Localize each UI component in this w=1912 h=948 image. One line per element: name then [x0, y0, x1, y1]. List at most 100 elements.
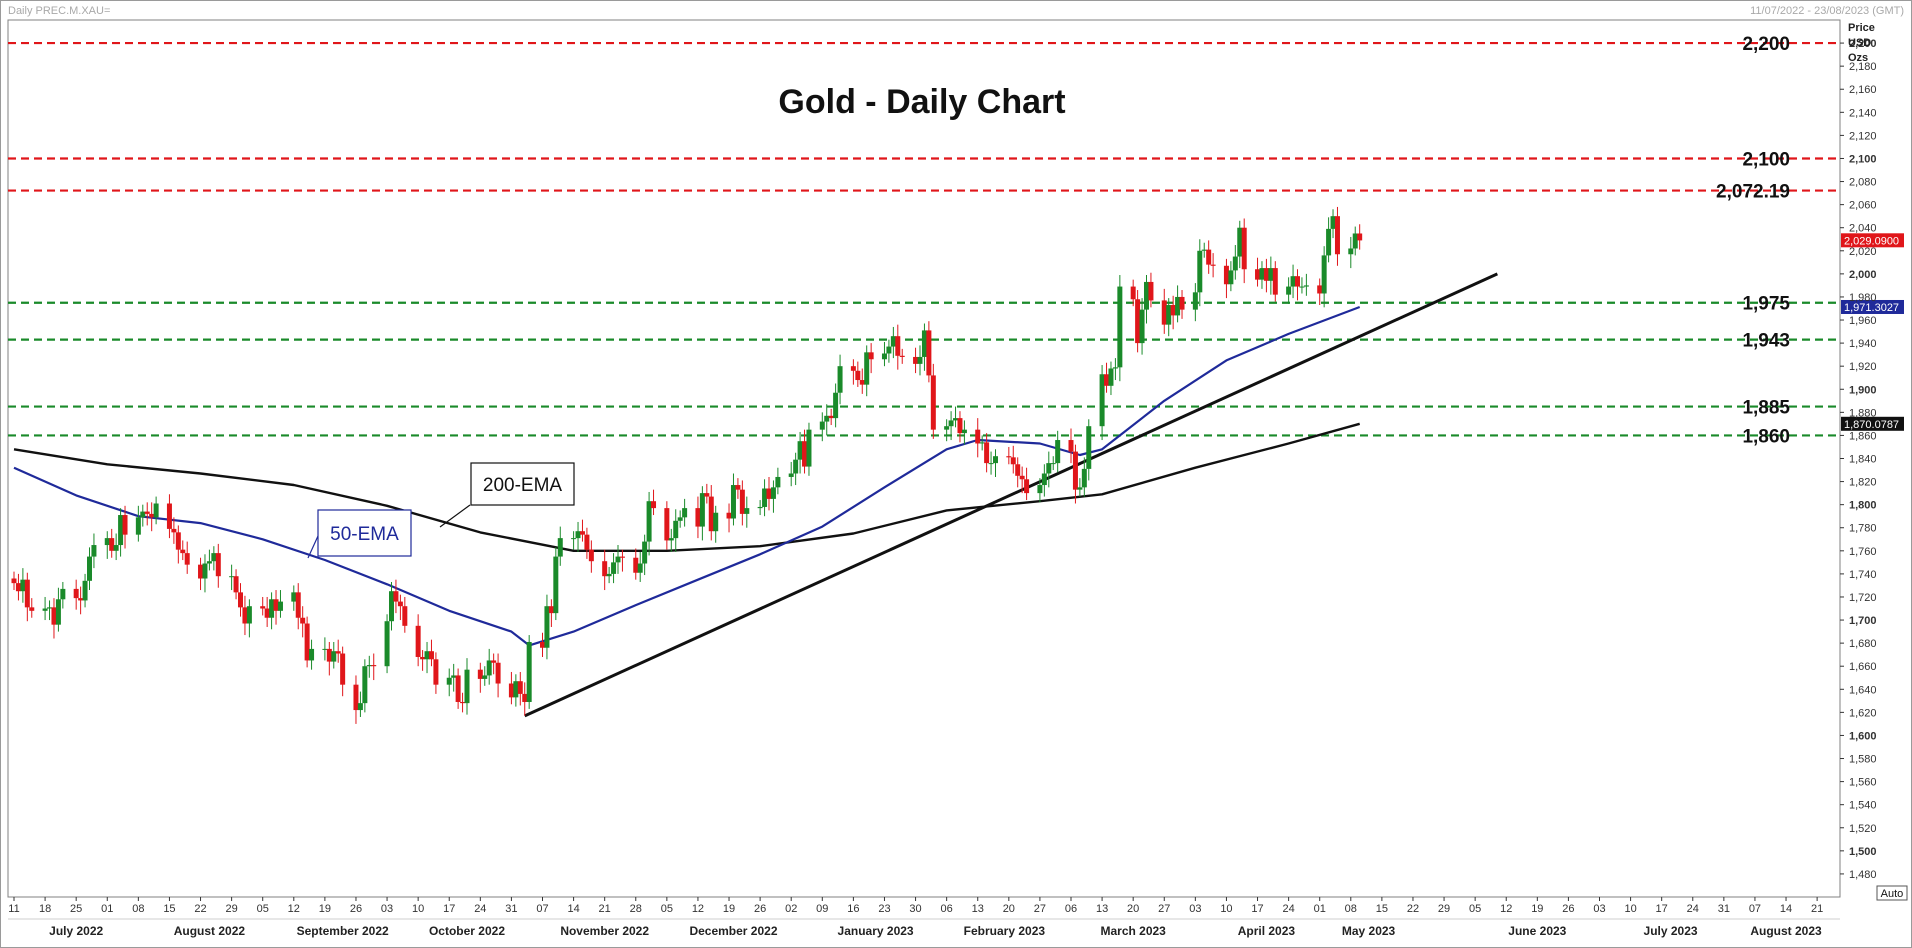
y-tick-label: 1,600: [1849, 730, 1877, 742]
x-tick-label: 31: [505, 903, 517, 915]
candle-body: [1268, 268, 1274, 281]
x-tick-label: 19: [1531, 903, 1543, 915]
auto-scale-button[interactable]: Auto: [1876, 885, 1908, 901]
x-tick-label: 27: [1158, 903, 1170, 915]
x-tick-label: 06: [1065, 903, 1077, 915]
ema50-label: 50-EMA: [330, 524, 399, 545]
candle-body: [1046, 463, 1052, 474]
x-month-label: August 2022: [174, 924, 246, 938]
x-tick-label: 01: [1314, 903, 1326, 915]
candle-body: [291, 592, 297, 602]
candle-body: [1228, 270, 1234, 285]
candle-body: [451, 675, 457, 678]
auto-scale-label[interactable]: Auto: [1881, 888, 1904, 900]
candle-body: [206, 561, 212, 564]
candle-body: [855, 370, 861, 381]
level-label: 1,975: [1742, 294, 1790, 315]
candle-body: [797, 441, 803, 460]
candle-body: [984, 442, 990, 464]
x-tick-label: 08: [1345, 903, 1357, 915]
x-tick-label: 20: [1003, 903, 1015, 915]
y-tick-label: 1,760: [1849, 546, 1877, 558]
y-tick-label: 2,140: [1849, 107, 1877, 119]
x-tick-label: 21: [1811, 903, 1823, 915]
axis-unit-weight: Ozs: [1848, 52, 1868, 64]
price-tag-label: 1,971.3027: [1844, 302, 1899, 314]
candle-body: [1357, 233, 1363, 241]
y-tick-label: 2,020: [1849, 246, 1877, 258]
x-tick-label: 08: [132, 903, 144, 915]
candle-body: [1210, 264, 1216, 266]
candle-body: [775, 476, 781, 488]
candle-body: [602, 561, 608, 577]
candle-body: [619, 556, 625, 558]
x-tick-label: 18: [39, 903, 51, 915]
candle-body: [91, 545, 97, 557]
candle-body: [806, 429, 812, 467]
candles-layer: [11, 206, 1363, 724]
candle-body: [1166, 305, 1172, 325]
x-month-label: August 2023: [1750, 924, 1822, 938]
ema50-pointer: [307, 535, 319, 559]
candle-body: [1099, 374, 1105, 427]
candle-body: [24, 579, 30, 608]
axis-unit-currency: USD: [1848, 37, 1871, 49]
ema50-line: [13, 305, 1361, 647]
y-tick-label: 1,640: [1849, 684, 1877, 696]
candle-body: [646, 501, 652, 542]
level-label: 2,072.19: [1716, 182, 1790, 203]
candle-body: [1135, 299, 1141, 344]
ema200-line: [13, 422, 1361, 552]
candle-body: [15, 583, 21, 592]
y-tick-label: 2,060: [1849, 200, 1877, 212]
candle-body: [233, 576, 239, 593]
x-tick-label: 05: [661, 903, 673, 915]
y-axis: 1,480 1,500 1,520 1,540 1,560 1,580 1,600 1,620…: [1840, 38, 1877, 881]
candle-body: [651, 501, 657, 509]
x-month-label: April 2023: [1238, 924, 1296, 938]
candle-body: [1006, 456, 1012, 458]
candle-body: [1108, 368, 1114, 386]
candle-body: [322, 648, 328, 650]
candle-body: [766, 488, 772, 499]
candle-body: [975, 429, 981, 444]
candle-body: [1175, 296, 1181, 316]
level-label: 2,200: [1742, 34, 1790, 55]
candle-body: [819, 421, 825, 430]
candle-body: [926, 330, 932, 376]
candle-body: [739, 489, 745, 514]
level-label: 1,885: [1742, 398, 1790, 419]
candle-body: [42, 608, 48, 611]
candle-body: [11, 578, 17, 584]
candle-body: [1117, 286, 1123, 368]
candle-body: [757, 506, 763, 509]
x-tick-label: 10: [412, 903, 424, 915]
candle-body: [615, 556, 621, 563]
candle-body: [770, 487, 776, 499]
x-tick-label: 26: [754, 903, 766, 915]
price-tag: [1841, 416, 1904, 431]
ema200-label: 200-EMA: [483, 475, 563, 496]
candle-body: [1201, 249, 1207, 251]
candle-body: [762, 488, 768, 507]
x-month-label: January 2023: [838, 924, 914, 938]
candle-body: [246, 606, 252, 624]
candle-body: [540, 641, 545, 648]
candle-body: [60, 588, 66, 600]
candle-body: [1024, 479, 1030, 494]
candle-body: [1286, 286, 1292, 295]
x-tick-label: 17: [443, 903, 455, 915]
candle-body: [47, 607, 53, 609]
candle-body: [1148, 281, 1154, 301]
candle-body: [828, 415, 834, 419]
candle-body: [51, 607, 57, 625]
x-tick-label: 24: [1282, 903, 1294, 915]
x-tick-label: 11: [8, 903, 19, 915]
candle-body: [850, 366, 856, 371]
x-tick-label: 14: [1780, 903, 1792, 915]
y-tick-label: 1,520: [1849, 823, 1877, 835]
candle-body: [1334, 216, 1340, 255]
candle-body: [1241, 227, 1247, 270]
candle-body: [122, 515, 128, 535]
